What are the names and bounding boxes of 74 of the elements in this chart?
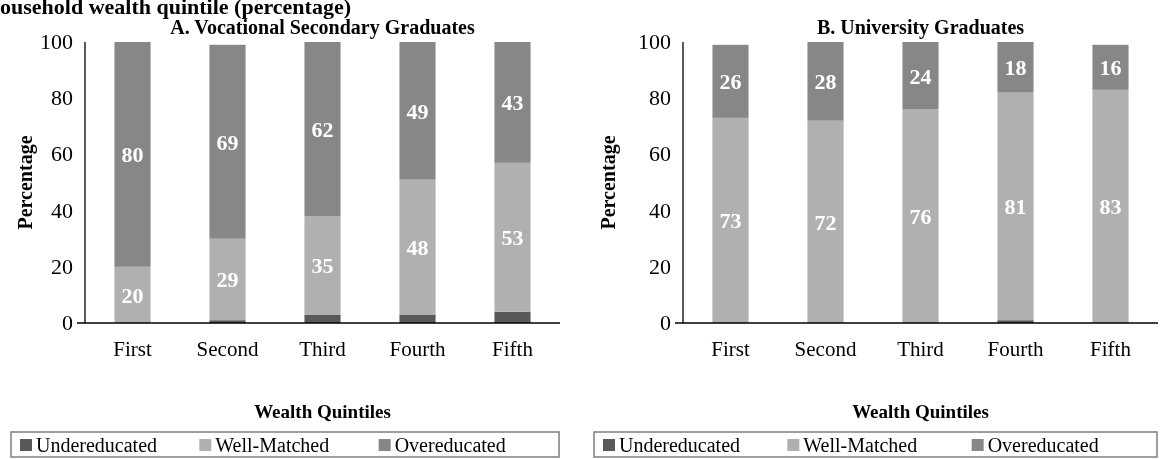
bar	[114, 266, 151, 323]
legend-label: Well-Matched	[215, 434, 330, 456]
x-axis-title: Wealth Quintiles	[852, 401, 989, 422]
x-tick-label: Fourth	[987, 337, 1044, 361]
y-axis-title: Percentage	[597, 135, 620, 230]
x-tick-label: Second	[196, 337, 259, 361]
data-label: 69	[216, 129, 239, 155]
legend-label: Undereducated	[36, 434, 158, 456]
bar	[712, 44, 749, 118]
data-label: 28	[814, 69, 837, 95]
data-label: 18	[1004, 55, 1027, 81]
data-label: 73	[719, 208, 742, 234]
x-tick-label: Third	[897, 337, 945, 361]
legend-label: Undereducated	[619, 434, 741, 456]
data-label: 49	[406, 98, 429, 124]
data-label: 35	[311, 253, 334, 279]
y-tick-label: 60	[51, 141, 73, 167]
x-axis-title: Wealth Quintiles	[254, 401, 391, 422]
bar	[1092, 89, 1129, 323]
legend-label: Overeducated	[987, 434, 1099, 456]
x-tick-label: Fifth	[1090, 337, 1132, 361]
data-label: 26	[719, 69, 742, 95]
y-tick-label: 100	[638, 29, 671, 54]
bar	[399, 179, 436, 315]
y-tick-label: 20	[649, 253, 671, 279]
data-label: 81	[1004, 194, 1027, 220]
bar	[494, 42, 531, 163]
data-label: 72	[814, 209, 837, 235]
y-tick-label: 40	[649, 197, 671, 223]
bar	[997, 42, 1034, 93]
bar	[902, 109, 939, 323]
x-tick-label: Fourth	[389, 337, 446, 361]
y-tick-label: 60	[649, 141, 671, 167]
y-tick-label: 0	[660, 310, 671, 335]
data-label: 29	[216, 267, 239, 293]
y-tick-label: 20	[51, 253, 73, 279]
bar	[494, 162, 531, 312]
bar	[494, 311, 531, 323]
chart-title: B. University Graduates	[816, 16, 1025, 39]
data-label: 20	[121, 282, 144, 308]
x-tick-label: Third	[299, 337, 347, 361]
bar	[902, 42, 939, 110]
bar	[807, 42, 844, 121]
bar	[997, 92, 1034, 321]
data-label: 83	[1099, 194, 1122, 220]
data-label: 62	[311, 117, 334, 143]
y-axis-title: Percentage	[14, 135, 37, 230]
data-label: 24	[909, 63, 932, 89]
data-label: 53	[501, 225, 524, 251]
y-tick-label: 0	[62, 310, 73, 335]
data-label: 16	[1099, 55, 1122, 81]
bar	[304, 216, 341, 315]
legend-label: Overeducated	[394, 434, 506, 456]
x-tick-label: Second	[794, 337, 857, 361]
bar	[114, 42, 151, 267]
y-tick-label: 40	[51, 197, 73, 223]
x-tick-label: First	[113, 337, 152, 361]
bar	[304, 42, 341, 217]
bar	[209, 44, 246, 239]
legend-label: Well-Matched	[803, 434, 918, 456]
bar	[399, 42, 436, 180]
data-label: 43	[501, 90, 524, 116]
y-tick-label: 80	[51, 85, 73, 111]
x-tick-label: Fifth	[492, 337, 534, 361]
bar	[712, 117, 749, 323]
data-label: 76	[909, 204, 932, 230]
bar	[1092, 44, 1129, 90]
y-tick-label: 100	[40, 29, 73, 54]
x-tick-label: First	[711, 337, 750, 361]
y-tick-label: 80	[649, 85, 671, 111]
data-label: 48	[406, 235, 429, 261]
data-label: 80	[121, 142, 144, 168]
bar	[807, 120, 844, 323]
bar	[209, 238, 246, 321]
